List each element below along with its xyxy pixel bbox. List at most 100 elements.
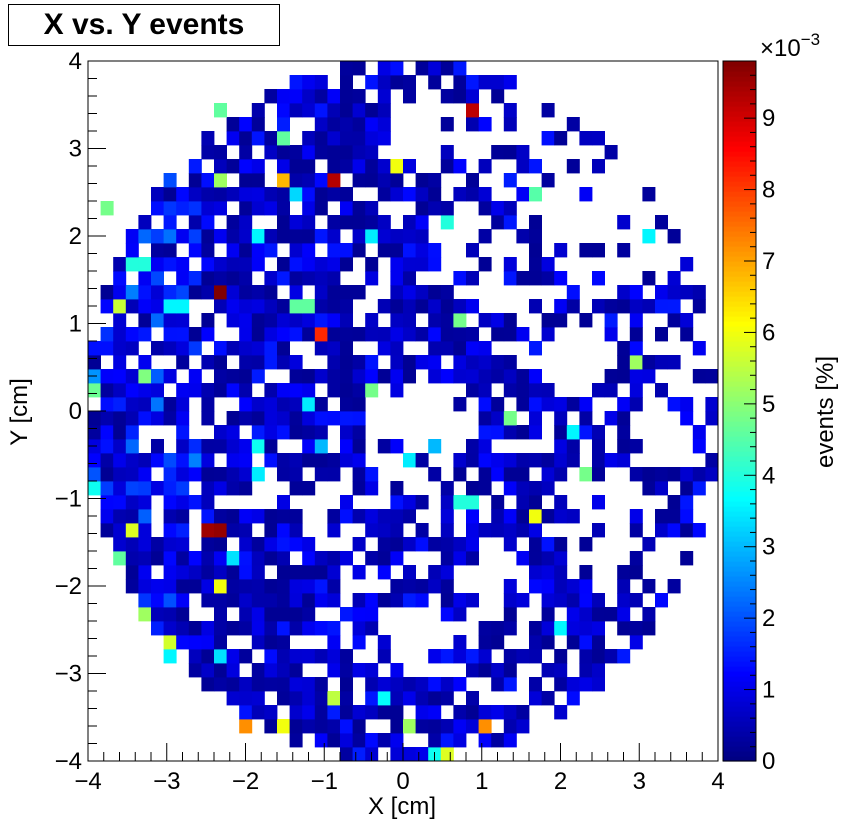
heatmap-cell bbox=[201, 313, 215, 328]
heatmap-cell bbox=[579, 467, 593, 482]
heatmap-cell bbox=[592, 243, 605, 258]
heatmap-cell bbox=[314, 271, 328, 286]
heatmap-cell bbox=[390, 705, 404, 720]
heatmap-cell bbox=[554, 453, 568, 468]
heatmap-cell bbox=[592, 299, 605, 314]
heatmap-cell bbox=[466, 453, 479, 468]
heatmap-cell bbox=[251, 103, 265, 118]
heatmap-cell bbox=[302, 649, 316, 664]
heatmap-cell bbox=[264, 313, 278, 328]
heatmap-cell bbox=[264, 187, 278, 202]
heatmap-cell bbox=[428, 579, 442, 594]
heatmap-cell bbox=[251, 411, 265, 426]
heatmap-cell bbox=[327, 327, 341, 342]
y-tick-label: 3 bbox=[69, 136, 82, 163]
heatmap-cell bbox=[264, 285, 278, 300]
colorbar-segment bbox=[723, 81, 756, 87]
heatmap-cell bbox=[503, 313, 517, 328]
heatmap-cell bbox=[440, 61, 454, 76]
heatmap-cell bbox=[289, 733, 303, 748]
heatmap-cell bbox=[516, 229, 530, 244]
heatmap-cell bbox=[604, 411, 618, 426]
heatmap-cell bbox=[201, 593, 215, 608]
heatmap-cell bbox=[289, 453, 303, 468]
heatmap-cell bbox=[327, 299, 341, 314]
heatmap-cell bbox=[566, 621, 580, 636]
heatmap-cell bbox=[403, 299, 416, 314]
heatmap-cell bbox=[251, 565, 265, 580]
heatmap-cell bbox=[239, 215, 253, 230]
heatmap-cell bbox=[403, 691, 416, 706]
heatmap-cell bbox=[403, 75, 416, 90]
heatmap-cell bbox=[251, 187, 265, 202]
heatmap-cell bbox=[264, 677, 278, 692]
heatmap-cell bbox=[327, 649, 341, 664]
heatmap-cell bbox=[466, 495, 479, 510]
z-tick-label: 6 bbox=[762, 319, 775, 346]
heatmap-cell bbox=[403, 159, 416, 174]
colorbar-segment bbox=[723, 146, 756, 152]
heatmap-cell bbox=[377, 593, 391, 608]
heatmap-cell bbox=[529, 299, 542, 314]
heatmap-cell bbox=[277, 579, 290, 594]
heatmap-cell bbox=[277, 229, 290, 244]
heatmap-cell bbox=[113, 425, 127, 440]
heatmap-cell bbox=[655, 481, 668, 496]
heatmap-cell bbox=[667, 313, 681, 328]
colorbar-segment bbox=[723, 451, 756, 457]
colorbar-segment bbox=[723, 616, 756, 622]
heatmap-cell bbox=[125, 411, 139, 426]
heatmap-cell bbox=[377, 89, 391, 104]
heatmap-cell bbox=[138, 453, 152, 468]
heatmap-cell bbox=[302, 187, 316, 202]
heatmap-cell bbox=[415, 453, 429, 468]
heatmap-cell bbox=[113, 341, 127, 356]
heatmap-cell bbox=[403, 509, 416, 524]
x-tick-label: 2 bbox=[554, 768, 567, 795]
heatmap-cell bbox=[453, 453, 467, 468]
heatmap-cell bbox=[264, 383, 278, 398]
heatmap-cell bbox=[239, 551, 253, 566]
heatmap-cell bbox=[176, 397, 190, 412]
heatmap-cell bbox=[554, 551, 568, 566]
heatmap-cell bbox=[251, 425, 265, 440]
heatmap-cell bbox=[390, 341, 404, 356]
colorbar-segment bbox=[723, 406, 756, 412]
heatmap-cell bbox=[327, 145, 341, 160]
heatmap-cell bbox=[541, 397, 555, 412]
heatmap-cell bbox=[327, 369, 341, 384]
heatmap-cell bbox=[201, 467, 215, 482]
heatmap-cell bbox=[264, 341, 278, 356]
heatmap-cell bbox=[491, 215, 505, 230]
heatmap-cell bbox=[604, 145, 618, 160]
x-tick-label: 1 bbox=[475, 768, 488, 795]
heatmap-cell bbox=[466, 439, 479, 454]
heatmap-cell bbox=[566, 593, 580, 608]
heatmap-cell bbox=[403, 453, 416, 468]
heatmap-cell bbox=[466, 369, 479, 384]
heatmap-cell bbox=[642, 607, 656, 622]
heatmap-cell bbox=[113, 467, 127, 482]
heatmap-cell bbox=[529, 383, 542, 398]
heatmap-cell bbox=[138, 579, 152, 594]
heatmap-cell bbox=[617, 607, 631, 622]
heatmap-cell bbox=[566, 439, 580, 454]
heatmap-cell bbox=[302, 607, 316, 622]
heatmap-cell bbox=[327, 131, 341, 146]
heatmap-cell bbox=[113, 523, 127, 538]
heatmap-cell bbox=[529, 551, 542, 566]
heatmap-cell bbox=[365, 75, 379, 90]
heatmap-cell bbox=[403, 677, 416, 692]
heatmap-cell bbox=[415, 705, 429, 720]
heatmap-cell bbox=[239, 691, 253, 706]
heatmap-cell bbox=[151, 607, 164, 622]
heatmap-cell bbox=[629, 355, 643, 370]
heatmap-cell bbox=[125, 299, 139, 314]
heatmap-cell bbox=[667, 509, 681, 524]
colorbar-segment bbox=[723, 491, 756, 497]
heatmap-cell bbox=[188, 621, 202, 636]
heatmap-cell bbox=[403, 89, 416, 104]
heatmap-cell bbox=[617, 411, 631, 426]
colorbar-segment bbox=[723, 641, 756, 647]
heatmap-cell bbox=[453, 467, 467, 482]
